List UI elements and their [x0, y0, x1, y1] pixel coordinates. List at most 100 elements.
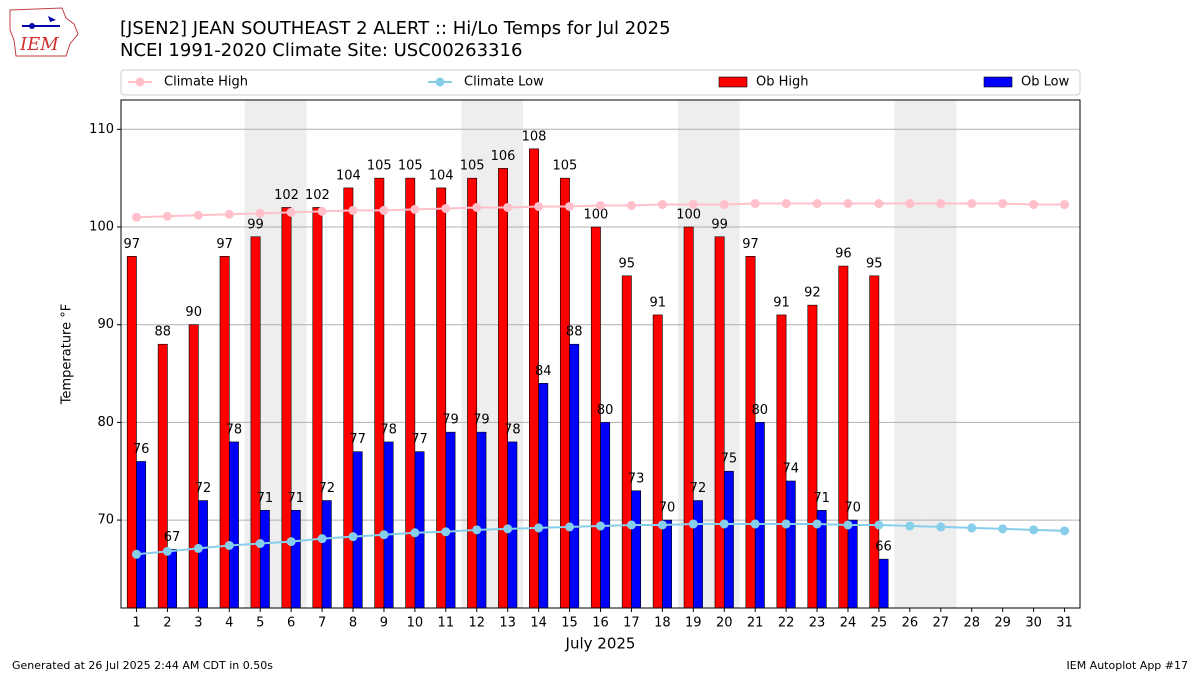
line-marker	[348, 205, 358, 215]
legend-box	[120, 69, 1081, 96]
x-tick-label: 24	[840, 616, 857, 631]
line-marker	[596, 521, 605, 531]
x-tick-label: 10	[407, 616, 424, 631]
bar	[559, 177, 570, 609]
bar	[847, 519, 858, 609]
bar	[198, 500, 208, 609]
x-axis-label: July 2025	[565, 635, 636, 653]
data-label: 70	[844, 501, 861, 516]
data-label: 67	[164, 530, 181, 545]
legend-label: Climate Low	[464, 75, 544, 90]
line-marker	[131, 549, 141, 559]
bar	[188, 324, 199, 609]
logo-flag	[48, 16, 56, 22]
data-label: 105	[553, 159, 578, 174]
line-marker	[967, 523, 977, 533]
line-marker	[193, 210, 203, 220]
x-tick-label: 13	[499, 616, 516, 631]
x-tick-label: 26	[902, 616, 919, 631]
data-label: 88	[566, 325, 583, 340]
line-marker	[998, 524, 1008, 534]
x-tick-label: 12	[468, 616, 485, 631]
line-marker	[812, 199, 822, 209]
data-label: 105	[398, 159, 423, 174]
line-marker	[131, 212, 141, 222]
bar	[352, 451, 363, 609]
bar	[621, 275, 632, 609]
line-marker	[472, 525, 482, 535]
bar	[838, 265, 849, 609]
bar	[754, 422, 765, 609]
line-marker	[781, 199, 791, 209]
bar	[693, 500, 703, 609]
data-label: 100	[583, 208, 608, 223]
bar	[785, 480, 796, 609]
line-marker	[317, 534, 327, 544]
bar	[683, 226, 694, 609]
logo-dot	[29, 23, 35, 29]
legend-marker	[135, 77, 145, 87]
data-label: 72	[195, 481, 212, 496]
x-tick-label: 4	[225, 616, 233, 631]
line-marker	[812, 519, 822, 529]
bar	[343, 187, 354, 609]
y-tick-label: 70	[97, 513, 114, 528]
data-label: 71	[257, 491, 274, 506]
line-marker	[874, 199, 884, 209]
data-label: 99	[247, 217, 264, 232]
x-tick-label: 1	[132, 616, 140, 631]
line-marker	[905, 199, 915, 209]
line-marker	[688, 200, 698, 210]
data-label: 79	[442, 413, 459, 428]
data-label: 100	[676, 208, 701, 223]
bar	[714, 236, 725, 609]
line-marker	[626, 201, 636, 211]
line-marker	[224, 209, 234, 219]
footer-right: IEM Autoplot App #17	[1067, 659, 1189, 672]
footer-left: Generated at 26 Jul 2025 2:44 AM CDT in …	[12, 659, 273, 672]
bar	[631, 490, 642, 609]
line-marker	[255, 539, 265, 549]
data-label: 79	[473, 413, 490, 428]
line-marker	[379, 205, 389, 215]
line-marker	[162, 546, 172, 556]
line-marker	[843, 199, 853, 209]
bar	[228, 441, 239, 609]
bar	[290, 510, 301, 609]
data-label: 71	[813, 491, 830, 506]
data-label: 77	[411, 432, 428, 447]
bar	[807, 304, 818, 609]
data-label: 95	[866, 256, 883, 271]
weekend-shade	[925, 100, 957, 608]
bar	[405, 177, 416, 609]
line-marker	[286, 537, 296, 547]
line-marker	[1029, 200, 1039, 210]
bar	[167, 549, 177, 609]
bar	[259, 510, 270, 609]
line-marker	[781, 519, 791, 529]
line-marker	[193, 543, 203, 553]
line-marker	[379, 530, 389, 540]
data-label: 97	[124, 237, 141, 252]
data-label: 102	[274, 188, 299, 203]
chart-title: [JSEN2] JEAN SOUTHEAST 2 ALERT :: Hi/Lo …	[120, 18, 671, 39]
data-label: 74	[782, 462, 799, 477]
bar	[878, 558, 889, 609]
x-tick-label: 20	[716, 616, 733, 631]
logo: IEM	[9, 7, 79, 57]
data-label: 77	[349, 432, 366, 447]
data-label: 97	[742, 237, 759, 252]
line-marker	[534, 523, 544, 533]
legend-marker	[435, 77, 445, 87]
x-tick-label: 25	[871, 616, 888, 631]
data-label: 76	[133, 442, 150, 457]
plot-frame	[120, 99, 1081, 609]
bar	[476, 431, 487, 609]
line-marker	[1060, 526, 1070, 536]
line-marker	[162, 211, 172, 221]
data-label: 80	[597, 403, 614, 418]
x-tick-label: 7	[318, 616, 326, 631]
data-label: 105	[460, 159, 485, 174]
x-tick-label: 21	[747, 616, 764, 631]
line-marker	[1029, 525, 1039, 535]
